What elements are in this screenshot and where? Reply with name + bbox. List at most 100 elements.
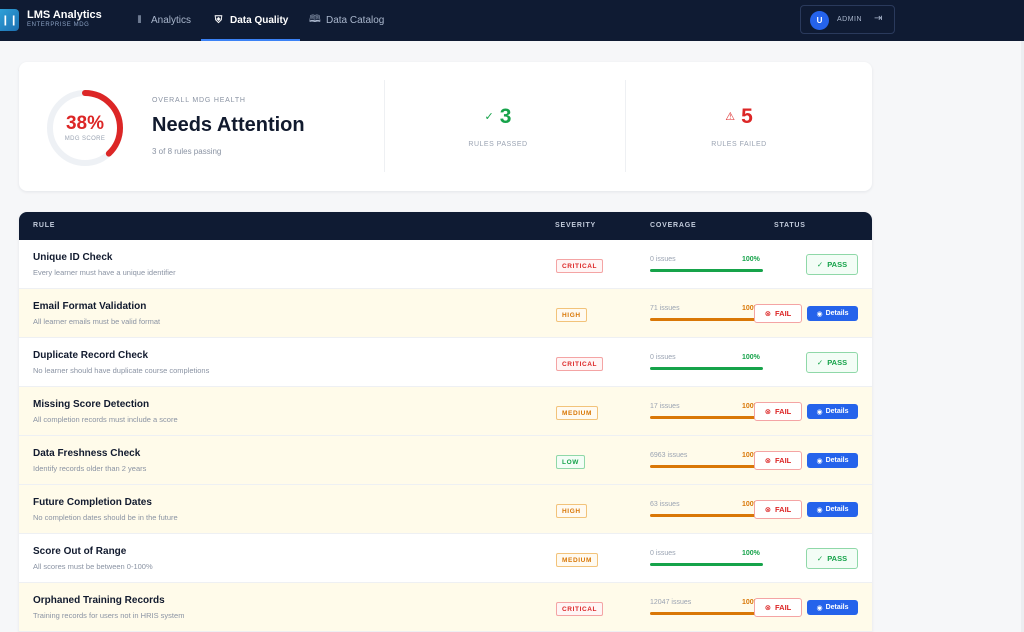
user-role: ADMIN xyxy=(837,16,863,23)
eye-icon: ◉ xyxy=(816,604,823,612)
app-subtitle: ENTERPRISE MDG xyxy=(27,22,90,28)
rule-name: Unique ID Check xyxy=(33,252,113,263)
check-circle-icon: ✓ xyxy=(816,554,824,563)
status-badge-fail: ⊗ FAIL xyxy=(754,500,802,519)
divider xyxy=(625,80,626,172)
severity-badge: MEDIUM xyxy=(556,553,598,567)
rules-failed-stat: ⚠ 5 RULES FAILED xyxy=(669,105,809,148)
check-circle-icon: ✓ xyxy=(816,358,824,367)
status-badge-pass: ✓ PASS xyxy=(806,352,858,373)
issue-count: 0 issues xyxy=(650,354,676,361)
severity-badge: CRITICAL xyxy=(556,602,604,616)
user-menu[interactable]: U ADMIN ⇥ xyxy=(800,5,895,34)
mdg-score-label: MDG SCORE xyxy=(64,136,106,142)
coverage-percent: 100% xyxy=(742,550,760,557)
health-summary-card: 38% MDG SCORE OVERALL MDG HEALTH Needs A… xyxy=(19,62,872,191)
x-circle-icon: ⊗ xyxy=(764,456,772,465)
rules-passed-stat: ✓ 3 RULES PASSED xyxy=(428,105,568,148)
severity-badge: CRITICAL xyxy=(556,259,604,273)
col-rule: RULE xyxy=(33,222,56,229)
severity-badge: LOW xyxy=(556,455,585,469)
rules-failed-label: RULES FAILED xyxy=(711,141,767,148)
shield-check-icon: ⛨ xyxy=(214,15,223,26)
rule-description: All learner emails must be valid format xyxy=(33,317,161,326)
details-button[interactable]: ◉ Details xyxy=(807,453,858,468)
details-button[interactable]: ◉ Details xyxy=(807,306,858,321)
issue-count: 0 issues xyxy=(650,256,676,263)
eye-icon: ◉ xyxy=(816,310,823,318)
table-row: Orphaned Training Records Training record… xyxy=(19,583,872,632)
mdg-score-value: 38% xyxy=(65,113,105,134)
divider xyxy=(384,80,385,172)
x-circle-icon: ⊗ xyxy=(764,505,772,514)
rule-name: Data Freshness Check xyxy=(33,448,141,459)
issue-count: 63 issues xyxy=(650,501,680,508)
table-row: Email Format Validation All learner email… xyxy=(19,289,872,338)
rules-passed-value: 3 xyxy=(499,105,512,128)
coverage-bar xyxy=(650,416,763,419)
tab-analytics[interactable]: ⫴ Analytics xyxy=(134,0,191,41)
tab-data-quality[interactable]: ⛨ Data Quality xyxy=(200,0,301,41)
gauge-arc xyxy=(47,90,123,166)
col-status: STATUS xyxy=(774,222,806,229)
table-header: RULE SEVERITY COVERAGE STATUS xyxy=(19,212,872,240)
mdg-score-gauge xyxy=(47,90,123,166)
eye-icon: ◉ xyxy=(816,408,823,416)
tab-data-catalog[interactable]: 🕮 Data Catalog xyxy=(309,0,384,41)
rule-name: Score Out of Range xyxy=(33,546,127,557)
x-circle-icon: ⊗ xyxy=(764,309,772,318)
coverage-percent: 100% xyxy=(742,305,760,312)
rule-name: Orphaned Training Records xyxy=(33,595,165,606)
rule-description: No completion dates should be in the fut… xyxy=(33,513,178,522)
details-button[interactable]: ◉ Details xyxy=(807,600,858,615)
details-button[interactable]: ◉ Details xyxy=(807,502,858,517)
table-row: Duplicate Record Check No learner should … xyxy=(19,338,872,387)
status-badge-pass: ✓ PASS xyxy=(806,548,858,569)
rule-description: Every learner must have a unique identif… xyxy=(33,268,176,277)
bar-chart-icon: ❙❙ xyxy=(0,9,19,31)
table-row: Missing Score Detection All completion re… xyxy=(19,387,872,436)
status-badge-fail: ⊗ FAIL xyxy=(754,402,802,421)
logout-icon[interactable]: ⇥ xyxy=(874,13,883,24)
severity-badge: HIGH xyxy=(556,308,587,322)
eye-icon: ◉ xyxy=(816,457,823,465)
coverage-bar xyxy=(650,367,763,370)
rule-description: Training records for users not in HRIS s… xyxy=(33,611,185,620)
coverage-bar xyxy=(650,612,763,615)
scrollbar-track[interactable] xyxy=(1021,41,1024,632)
health-status: Needs Attention xyxy=(152,114,305,136)
status-badge-fail: ⊗ FAIL xyxy=(754,598,802,617)
health-eyebrow: OVERALL MDG HEALTH xyxy=(152,97,246,104)
check-circle-icon: ✓ xyxy=(484,111,494,123)
coverage-bar xyxy=(650,514,763,517)
health-subtext: 3 of 8 rules passing xyxy=(152,147,222,156)
top-nav: ❙❙ LMS Analytics ENTERPRISE MDG ⫴ Analyt… xyxy=(0,0,1024,41)
book-icon: 🕮 xyxy=(309,14,321,25)
bar-chart-icon: ⫴ xyxy=(137,15,142,26)
rule-name: Future Completion Dates xyxy=(33,497,152,508)
details-button[interactable]: ◉ Details xyxy=(807,404,858,419)
gauge-center: 38% MDG SCORE xyxy=(45,88,125,168)
status-badge-fail: ⊗ FAIL xyxy=(754,304,802,323)
rule-description: Identify records older than 2 years xyxy=(33,464,147,473)
table-row: Data Freshness Check Identify records old… xyxy=(19,436,872,485)
shield-alert-icon: ⚠ xyxy=(725,111,736,123)
coverage-bar xyxy=(650,318,763,321)
rule-description: All scores must be between 0-100% xyxy=(33,562,153,571)
coverage-bar xyxy=(650,563,763,566)
table-row: Score Out of Range All scores must be bet… xyxy=(19,534,872,583)
col-severity: SEVERITY xyxy=(555,222,597,229)
coverage-bar xyxy=(650,269,763,272)
issue-count: 71 issues xyxy=(650,305,680,312)
app-title: LMS Analytics xyxy=(27,9,102,21)
tab-data-catalog-label: Data Catalog xyxy=(326,15,385,26)
coverage-percent: 100% xyxy=(742,256,760,263)
issue-count: 17 issues xyxy=(650,403,680,410)
rule-name: Missing Score Detection xyxy=(33,399,150,410)
rules-passed-label: RULES PASSED xyxy=(468,141,528,148)
issue-count: 0 issues xyxy=(650,550,676,557)
severity-badge: CRITICAL xyxy=(556,357,604,371)
issue-count: 6963 issues xyxy=(650,452,688,459)
tab-analytics-label: Analytics xyxy=(151,15,192,26)
rules-table: RULE SEVERITY COVERAGE STATUS Unique ID … xyxy=(19,212,872,632)
